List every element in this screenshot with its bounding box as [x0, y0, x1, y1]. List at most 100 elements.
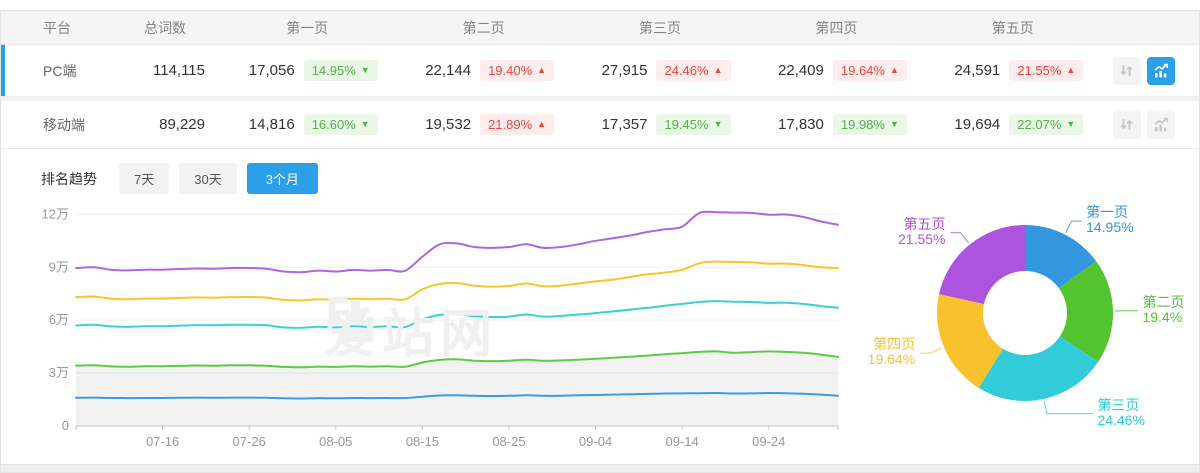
- bottom-strip: [1, 464, 1199, 472]
- change-badge: 19.45% ▼: [656, 114, 731, 135]
- change-badge: 19.98% ▼: [832, 114, 907, 135]
- page-4-cell: 17,830 19.98% ▼: [748, 114, 924, 135]
- svg-text:07-26: 07-26: [233, 434, 266, 449]
- total-count-cell: 89,229: [159, 116, 205, 133]
- trend-chart-icon: [1154, 63, 1168, 77]
- page-2-cell: 19,532 21.89% ▲: [395, 114, 571, 135]
- platform-cell: PC端: [43, 62, 77, 79]
- page-count: 19,694: [954, 116, 1001, 133]
- svg-text:12万: 12万: [42, 206, 69, 221]
- col-page4: 第四页: [815, 19, 858, 36]
- change-badge: 14.95% ▼: [303, 60, 378, 81]
- sort-button[interactable]: [1112, 110, 1141, 139]
- table-row-PC端[interactable]: PC端 114,115 17,056 14.95% ▼ 22,144 19.40%…: [1, 45, 1199, 97]
- trend-line-chart: 0 3万 6万 9万 12万 07-16 07-26 08-05 08-15 08-25 09-04…: [29, 196, 845, 464]
- down-arrow-icon: ▼: [360, 65, 370, 75]
- svg-text:3万: 3万: [49, 365, 69, 380]
- page-count: 17,056: [248, 62, 295, 79]
- page-5-cell: 24,591 21.55% ▲: [925, 60, 1101, 81]
- row-actions: [1101, 56, 1199, 85]
- donut-label-pct: 19.4%: [1142, 308, 1183, 325]
- donut-label-pct: 14.95%: [1086, 219, 1134, 236]
- change-badge: 16.60% ▼: [303, 114, 378, 135]
- svg-text:08-15: 08-15: [406, 434, 439, 449]
- up-arrow-icon: ▲: [713, 65, 723, 75]
- page-count: 17,357: [601, 116, 648, 133]
- donut-label-第五页: 第五页 21.55%: [898, 215, 946, 247]
- donut-label-第三页: 第三页 24.46%: [1097, 396, 1145, 428]
- sort-arrows-icon: [1121, 65, 1133, 76]
- trend-line-chart-svg: 0 3万 6万 9万 12万 07-16 07-26 08-05 08-15 08-25 09-04…: [42, 206, 839, 449]
- page-count: 17,830: [777, 116, 824, 133]
- change-badge: 19.64% ▲: [832, 60, 907, 81]
- change-badge: 22.07% ▼: [1009, 114, 1084, 135]
- col-page5: 第五页: [991, 19, 1034, 36]
- trend-toolbar: 排名趋势 7天 30天 3个月: [1, 149, 1199, 194]
- sort-arrows-icon: [1121, 119, 1133, 130]
- donut-label-name: 第三页: [1097, 396, 1140, 413]
- page-count: 22,409: [777, 62, 824, 79]
- up-arrow-icon: ▲: [537, 65, 547, 75]
- svg-text:08-05: 08-05: [319, 434, 352, 449]
- sort-button[interactable]: [1112, 56, 1141, 85]
- down-arrow-icon: ▼: [713, 119, 723, 129]
- donut-label-pct: 21.55%: [898, 230, 946, 247]
- svg-text:07-16: 07-16: [146, 434, 179, 449]
- svg-text:09-04: 09-04: [579, 434, 612, 449]
- donut-label-pct: 19.64%: [867, 351, 916, 368]
- donut-label-pct: 24.46%: [1097, 411, 1145, 428]
- svg-text:0: 0: [62, 418, 69, 433]
- total-count-cell: 114,115: [153, 62, 205, 79]
- col-page3: 第三页: [638, 19, 681, 36]
- svg-text:08-25: 08-25: [492, 434, 525, 449]
- col-page2: 第二页: [462, 19, 505, 36]
- donut-label-name: 第五页: [903, 215, 946, 232]
- donut-label-第四页: 第四页 19.64%: [868, 337, 915, 367]
- change-badge: 19.40% ▲: [480, 60, 555, 81]
- page-count: 14,816: [248, 116, 295, 133]
- down-arrow-icon: ▼: [360, 119, 370, 129]
- col-page1: 第一页: [286, 19, 329, 36]
- tab-30-days[interactable]: 30天: [179, 163, 237, 194]
- donut-label-第二页: 第二页 19.4%: [1142, 293, 1185, 325]
- page-1-cell: 17,056 14.95% ▼: [219, 60, 395, 81]
- change-badge: 21.55% ▲: [1009, 60, 1084, 81]
- keyword-rank-panel: 平台 总词数 第一页 第二页 第三页 第四页 第五页 PC端 114,115 1…: [0, 10, 1200, 473]
- up-arrow-icon: ▲: [1066, 65, 1076, 75]
- trend-title: 排名趋势: [41, 170, 97, 187]
- down-arrow-icon: ▼: [889, 119, 899, 129]
- donut-label-第一页: 第一页 14.95%: [1086, 205, 1133, 235]
- page-count: 22,144: [425, 62, 472, 79]
- donut-label-name: 第二页: [1142, 293, 1185, 310]
- change-badge: 21.89% ▲: [480, 114, 555, 135]
- change-badge: 24.46% ▲: [656, 60, 731, 81]
- up-arrow-icon: ▲: [537, 119, 547, 129]
- tab-3-months[interactable]: 3个月: [246, 163, 318, 194]
- svg-text:6万: 6万: [49, 312, 69, 327]
- donut-label-name: 第一页: [1086, 204, 1129, 221]
- chart-button[interactable]: [1146, 110, 1175, 139]
- platform-cell: 移动端: [43, 116, 85, 133]
- page-count: 24,591: [954, 62, 1001, 79]
- down-arrow-icon: ▼: [1066, 119, 1076, 129]
- page-3-cell: 27,915 24.46% ▲: [572, 60, 748, 81]
- rank-table-header: 平台 总词数 第一页 第二页 第三页 第四页 第五页: [1, 11, 1199, 45]
- page-count: 19,532: [425, 116, 472, 133]
- row-actions: [1101, 110, 1199, 139]
- page-count: 27,915: [601, 62, 648, 79]
- chart-button[interactable]: [1146, 56, 1175, 85]
- page-1-cell: 14,816 16.60% ▼: [219, 114, 395, 135]
- tab-7-days[interactable]: 7天: [119, 163, 170, 194]
- charts-area: 0 3万 6万 9万 12万 07-16 07-26 08-05 08-15 08-25 09-04…: [1, 194, 1199, 464]
- svg-text:09-24: 09-24: [752, 434, 785, 449]
- page-3-cell: 17,357 19.45% ▼: [572, 114, 748, 135]
- svg-text:09-14: 09-14: [666, 434, 699, 449]
- row-divider: [1, 97, 1199, 101]
- up-arrow-icon: ▲: [889, 65, 899, 75]
- table-row-移动端[interactable]: 移动端 89,229 14,816 16.60% ▼ 19,532 21.89% ▲…: [1, 101, 1199, 149]
- donut-chart-svg: [920, 220, 1139, 415]
- svg-text:9万: 9万: [49, 259, 69, 274]
- page-2-cell: 22,144 19.40% ▲: [395, 60, 571, 81]
- col-total: 总词数: [144, 19, 186, 36]
- page-share-donut-chart: 第一页 14.95% 第二页 19.4% 第三页 24.46% 第四页 19.64% 第…: [855, 196, 1199, 448]
